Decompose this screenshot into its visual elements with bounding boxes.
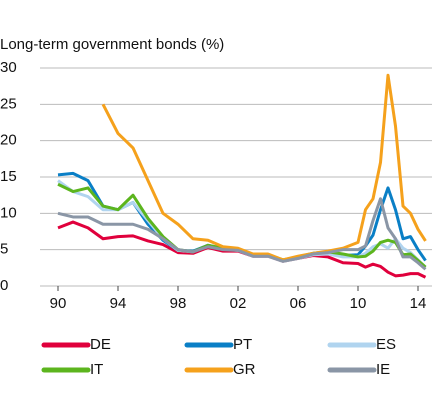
x-tick-label: 94 (110, 295, 127, 312)
legend-label: IT (90, 361, 103, 378)
y-tick-label: 0 (0, 277, 8, 294)
legend-label: IE (376, 361, 390, 378)
legend-label: DE (90, 336, 111, 353)
legend-label: ES (376, 336, 396, 353)
chart-title: Long-term government bonds (%) (0, 36, 224, 53)
series-line (101, 73, 427, 262)
x-tick-label: 98 (170, 295, 187, 312)
legend-label: PT (233, 336, 252, 353)
x-tick-label: 06 (290, 295, 307, 312)
y-tick-label: 5 (0, 241, 8, 258)
x-tick-label: 10 (350, 295, 367, 312)
y-tick-label: 10 (0, 204, 17, 221)
y-tick-label: 20 (0, 132, 17, 149)
y-tick-label: 25 (0, 95, 17, 112)
series-line (57, 197, 427, 271)
x-tick-label: 02 (230, 295, 247, 312)
x-tick-label: 90 (50, 295, 67, 312)
y-tick-label: 15 (0, 168, 17, 185)
x-tick-label: 14 (410, 295, 427, 312)
legend-label: GR (233, 361, 256, 378)
y-tick-label: 30 (0, 59, 17, 76)
